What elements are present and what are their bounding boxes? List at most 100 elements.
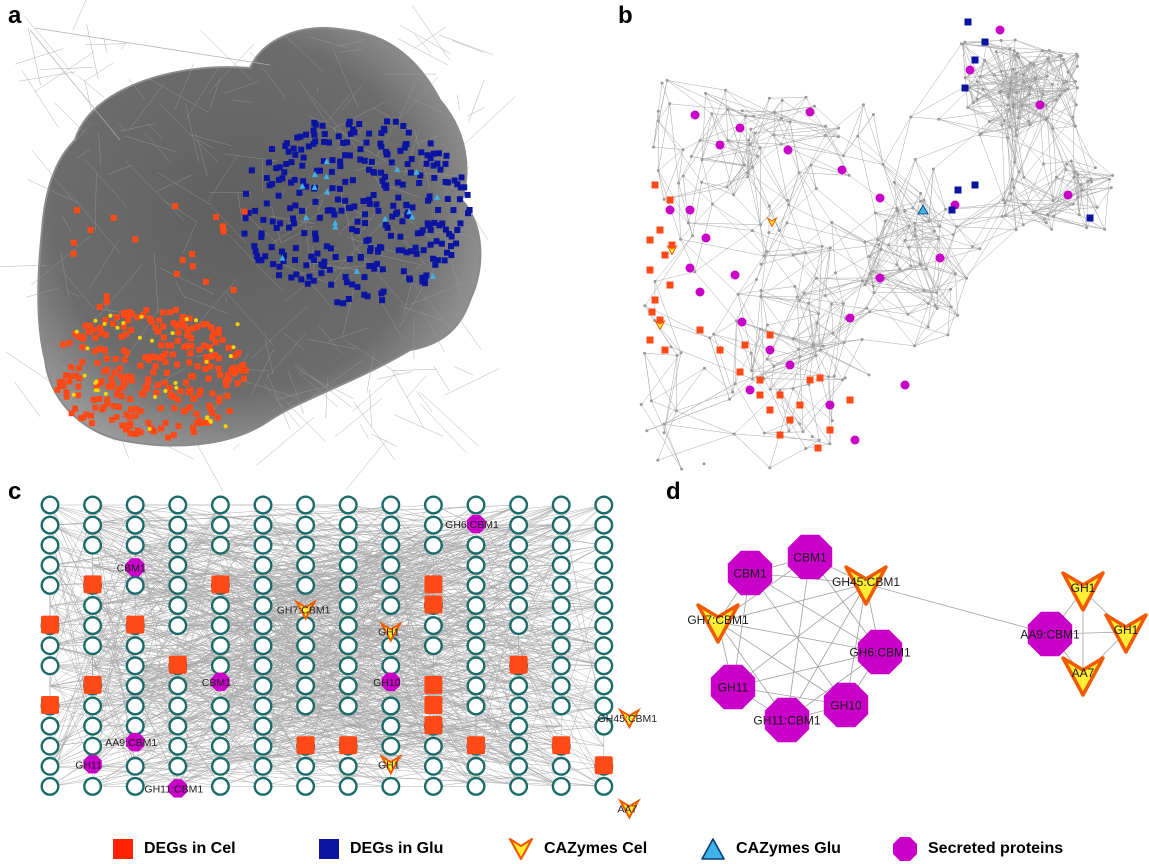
gene-node — [466, 535, 486, 555]
gene-node — [83, 616, 103, 636]
gene-node — [40, 716, 60, 736]
legend-label: CAZymes Glu — [736, 840, 841, 857]
gene-node — [296, 515, 316, 535]
gene-node — [210, 756, 230, 776]
gene-node — [381, 656, 401, 676]
network-edge — [732, 583, 867, 688]
gene-node — [125, 515, 145, 535]
network-edge — [717, 621, 847, 706]
gene-node — [83, 535, 103, 555]
deg-cel-node — [41, 696, 59, 714]
gene-node — [551, 676, 571, 696]
gene-node — [253, 736, 273, 756]
gene-node — [381, 716, 401, 736]
legend-item-degs-glu: DEGs in Glu — [318, 836, 443, 862]
gene-node — [594, 575, 614, 595]
gene-node — [551, 696, 571, 716]
node-label: GH1 — [1071, 581, 1096, 595]
node-label: GH7:CBM1 — [687, 613, 749, 627]
legend-label: DEGs in Cel — [144, 840, 236, 857]
network-edge — [34, 27, 271, 66]
gene-node — [551, 555, 571, 575]
gene-node — [509, 535, 529, 555]
gene-node — [423, 616, 443, 636]
deg-cel-node — [83, 575, 102, 594]
node-label: GH11 — [75, 759, 102, 771]
panel-a-network — [0, 0, 516, 492]
network-edge — [717, 621, 881, 653]
gene-node — [466, 575, 486, 595]
network-edge — [717, 583, 867, 623]
cazyme-glu-node — [917, 204, 929, 215]
gene-node — [253, 555, 273, 575]
secreted-node — [1027, 611, 1073, 657]
legend-item-degs-cel: DEGs in Cel — [112, 836, 236, 862]
yellow-vee-icon — [508, 837, 534, 861]
labeled-nodes: GH6:CBM1 CBM1 GH7:CBM1 GH1 CBM1 GH10 GH45:CBM1… — [75, 514, 657, 820]
gene-node — [253, 616, 273, 636]
gene-node — [40, 575, 60, 595]
node-label: GH7:CBM1 — [277, 605, 331, 617]
gene-node — [296, 676, 316, 696]
gene-node — [296, 756, 316, 776]
legend-label: Secreted proteins — [928, 840, 1064, 857]
gene-node — [423, 756, 443, 776]
gene-node — [253, 756, 273, 776]
gene-node — [253, 636, 273, 656]
deg-cel-node — [126, 615, 145, 634]
gene-node — [168, 575, 188, 595]
gene-node — [466, 776, 486, 796]
gene-node — [40, 555, 60, 575]
gene-node — [40, 636, 60, 656]
gene-node — [338, 616, 358, 636]
gene-node — [381, 696, 401, 716]
panel-c-network: GH6:CBM1 CBM1 GH7:CBM1 GH1 CBM1 GH10 GH45:CBM1… — [40, 495, 657, 820]
node-label: CBM1 — [202, 677, 231, 689]
gene-node — [40, 535, 60, 555]
gene-node — [125, 535, 145, 555]
gene-node — [210, 515, 230, 535]
blue-node-cluster — [241, 118, 473, 307]
gene-node — [594, 596, 614, 616]
gene-node — [125, 756, 145, 776]
node-label: GH1 — [378, 759, 400, 771]
node-label: CBM1 — [733, 567, 767, 581]
deg-cel-node — [424, 595, 443, 614]
secreted-node — [787, 534, 833, 580]
gene-node — [125, 716, 145, 736]
gene-node — [40, 515, 60, 535]
network-edge — [786, 556, 811, 721]
deg-cel-node — [168, 655, 187, 674]
gene-node — [253, 515, 273, 535]
legend-item-cazymes-cel: CAZymes Cel — [508, 836, 647, 862]
secreted-node — [727, 550, 773, 596]
gene-node — [509, 575, 529, 595]
deg-cel-node — [424, 675, 443, 694]
gene-node — [381, 596, 401, 616]
red-node-cluster — [54, 203, 249, 441]
gene-node — [125, 676, 145, 696]
gene-node — [296, 696, 316, 716]
secreted-node — [710, 664, 756, 710]
gene-node — [381, 495, 401, 515]
gene-node — [168, 535, 188, 555]
gene-node — [253, 776, 273, 796]
secreted-node — [466, 514, 486, 534]
panel-b-label: b — [618, 2, 633, 29]
gene-node — [168, 596, 188, 616]
gene-node — [338, 535, 358, 555]
deg-cel-node — [424, 696, 443, 714]
gene-node — [381, 736, 401, 756]
node-label: GH1 — [1114, 623, 1139, 637]
gene-node — [551, 616, 571, 636]
gene-node — [466, 636, 486, 656]
gene-node — [423, 495, 443, 515]
cazyme-node — [293, 599, 318, 621]
gene-node — [423, 776, 443, 796]
gene-node — [381, 555, 401, 575]
node-label: GH11 — [718, 681, 749, 695]
gene-node — [551, 495, 571, 515]
network-edges — [640, 39, 1113, 470]
gene-node — [338, 575, 358, 595]
gene-node — [551, 575, 571, 595]
